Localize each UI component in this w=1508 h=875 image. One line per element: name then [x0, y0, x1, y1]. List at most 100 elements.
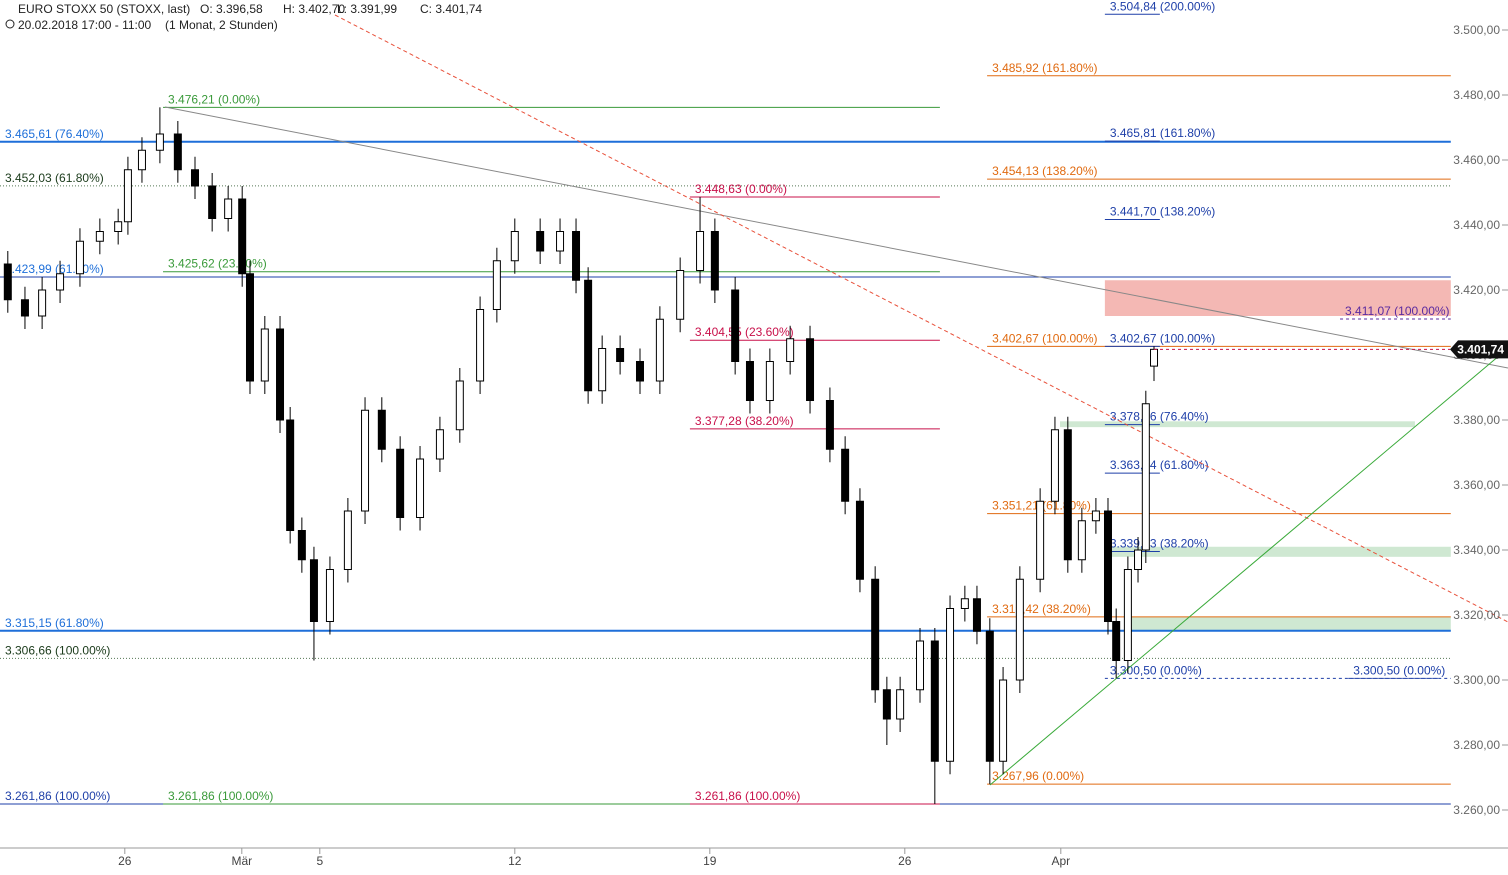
level-label: 3.402,67 (100.00%)	[1110, 331, 1215, 345]
candle-body	[297, 530, 306, 561]
candle-body	[396, 448, 405, 519]
candle-body	[260, 328, 269, 382]
y-tick-label: 3.280,00	[1453, 738, 1500, 752]
level-label: 3.448,63 (0.00%)	[695, 182, 787, 196]
candle-body	[731, 289, 740, 363]
candle-body	[286, 419, 295, 532]
level-label: 3.319,42 (38.20%)	[992, 602, 1091, 616]
y-tick-label: 3.460,00	[1453, 153, 1500, 167]
level-label: 3.411,07 (100.00%)	[1345, 304, 1450, 318]
x-tick-label: 5	[316, 854, 323, 868]
x-tick-label: Mär	[231, 854, 252, 868]
candle-body	[416, 458, 425, 519]
candle-body	[38, 289, 47, 317]
last-price-label: 3.401,74	[1457, 342, 1504, 356]
candle-body	[871, 578, 880, 691]
level-label: 3.261,86 (100.00%)	[5, 789, 110, 803]
level-label: 3.378,56 (76.40%)	[1110, 410, 1209, 424]
axes: 3.500,00 3.480,00 3.460,00 3.440,00 3.420,00…	[118, 23, 1508, 868]
level-label: 3.363,64 (61.80%)	[1110, 458, 1209, 472]
period: (1 Monat, 2 Stunden)	[165, 18, 278, 32]
candle-body	[309, 559, 318, 623]
candle-body	[572, 231, 581, 281]
level-label: 3.261,86 (100.00%)	[695, 789, 800, 803]
candle-body	[510, 231, 519, 262]
candle-body	[855, 500, 864, 580]
candles	[3, 107, 1159, 804]
zone	[1104, 546, 1451, 557]
level-label: 3.404,55 (23.60%)	[695, 325, 794, 339]
y-tick-label: 3.380,00	[1453, 413, 1500, 427]
y-tick-label: 3.480,00	[1453, 88, 1500, 102]
candle-body	[1150, 348, 1159, 367]
level-label: 3.476,21 (0.00%)	[168, 92, 260, 106]
candle-body	[616, 348, 625, 363]
chart-title: EURO STOXX 50 (STOXX, last)	[18, 2, 190, 16]
x-tick-label: Apr	[1051, 854, 1070, 868]
level-label: 3.315,15 (61.80%)	[5, 616, 104, 630]
ohlc: L: 3.391,99	[337, 2, 397, 16]
level-label: 3.339,53 (38.20%)	[1110, 537, 1209, 551]
candle-body	[655, 318, 664, 382]
candle-body	[1050, 429, 1059, 502]
ohlc: C: 3.401,74	[420, 2, 482, 16]
y-tick-label: 3.500,00	[1453, 23, 1500, 37]
candle-body	[3, 263, 12, 301]
candle-body	[455, 380, 464, 431]
candle-body	[1141, 403, 1150, 551]
trend-line	[334, 14, 1508, 623]
candle-body	[598, 348, 607, 392]
candle-body	[696, 231, 705, 272]
level-label: 3.402,67 (100.00%)	[992, 331, 1097, 345]
candle-body	[114, 221, 123, 233]
ohlc: O: 3.396,58	[200, 2, 263, 16]
candle-body	[123, 169, 132, 223]
candle-body	[155, 133, 164, 151]
level-label: 3.423,99 (61.80%)	[5, 262, 104, 276]
candle-body	[1123, 569, 1132, 662]
x-tick-label: 19	[703, 854, 717, 868]
trend-line	[989, 354, 1501, 786]
candle-body	[56, 273, 65, 291]
x-tick-label: 26	[118, 854, 132, 868]
candle-body	[882, 689, 891, 720]
candle-body	[276, 328, 285, 421]
subtitle: 20.02.2018 17:00 - 11:00	[18, 18, 152, 32]
candle-body	[1015, 578, 1024, 681]
candle-body	[999, 679, 1008, 762]
candle-body	[745, 361, 754, 402]
level-label: 3.306,66 (100.00%)	[5, 643, 110, 657]
candle-body	[1103, 510, 1112, 623]
candle-body	[841, 448, 850, 502]
candle-body	[635, 361, 644, 382]
candle-body	[584, 279, 593, 392]
y-tick-label: 3.420,00	[1453, 283, 1500, 297]
level-label: 3.485,92 (161.80%)	[992, 61, 1097, 75]
zones	[1060, 280, 1451, 631]
y-tick-label: 3.320,00	[1453, 608, 1500, 622]
level-label: 3.377,28 (38.20%)	[695, 414, 794, 428]
zone	[1104, 280, 1451, 317]
zone	[1127, 616, 1451, 631]
candle-body	[245, 273, 254, 382]
candle-body	[238, 198, 247, 275]
candle-body	[208, 185, 217, 220]
candle-body	[1091, 510, 1100, 522]
level-label: 3.454,13 (138.20%)	[992, 164, 1097, 178]
candle-body	[95, 231, 104, 242]
y-tick-label: 3.360,00	[1453, 478, 1500, 492]
level-label: 3.425,62 (23.60%)	[168, 257, 267, 271]
candle-body	[825, 400, 834, 450]
last-price-tag	[1450, 340, 1508, 359]
candle-body	[896, 689, 905, 720]
candle-body	[1112, 621, 1121, 662]
zone	[1060, 421, 1415, 428]
level-label: 3.261,86 (100.00%)	[168, 789, 273, 803]
candle-body	[1063, 429, 1072, 561]
candle-body	[20, 299, 29, 317]
candle-body	[806, 338, 815, 402]
candle-body	[435, 429, 444, 460]
x-tick-label: 26	[898, 854, 912, 868]
